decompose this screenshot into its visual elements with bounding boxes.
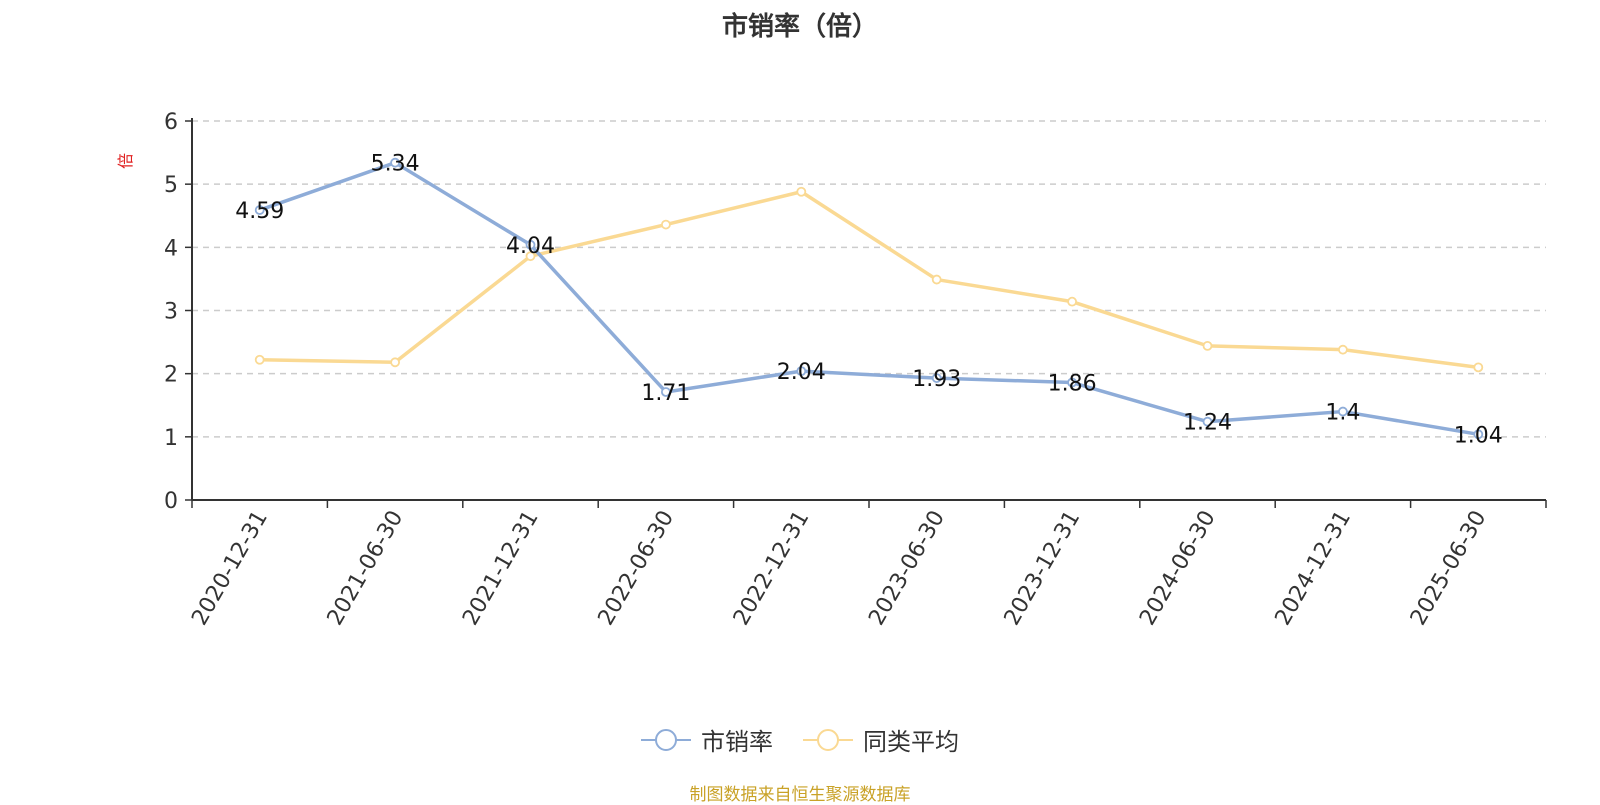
series-1-point-7 bbox=[1202, 416, 1213, 427]
y-tick-label-3: 3 bbox=[164, 300, 178, 325]
data-label-1: 5.34 bbox=[371, 152, 420, 177]
series-lines bbox=[254, 157, 1484, 440]
y-tick-label-5: 5 bbox=[164, 173, 178, 198]
data-label-3: 1.71 bbox=[641, 381, 690, 406]
series-1-point-1 bbox=[390, 157, 401, 168]
x-tick-label-9: 2025-06-30 bbox=[1406, 507, 1492, 630]
x-tick-label-4: 2022-12-31 bbox=[729, 507, 815, 630]
x-tick-label-5: 2023-06-30 bbox=[864, 506, 950, 629]
y-axis-unit: 倍 bbox=[116, 153, 135, 169]
series-1-point-0 bbox=[254, 205, 265, 215]
data-label-2: 4.04 bbox=[506, 234, 555, 259]
series-1-point-3 bbox=[661, 387, 671, 397]
x-tick-label-7: 2024-06-30 bbox=[1135, 507, 1221, 630]
data-label-9: 1.04 bbox=[1454, 423, 1503, 448]
legend-symbol-series-1 bbox=[641, 728, 691, 752]
series-1-point-5 bbox=[931, 373, 942, 383]
axes bbox=[185, 118, 1547, 508]
source-note: 制图数据来自恒生聚源数据库 bbox=[689, 785, 911, 805]
x-tick-label-2: 2021-12-31 bbox=[458, 507, 544, 630]
legend: 市销率 同类平均 bbox=[0, 722, 1600, 757]
data-label-7: 1.24 bbox=[1183, 411, 1232, 436]
data-label-5: 1.93 bbox=[912, 367, 961, 392]
series-2-point-0 bbox=[254, 354, 265, 365]
x-tick-label-6: 2023-12-31 bbox=[1000, 507, 1086, 630]
series-2-point-6 bbox=[1067, 296, 1077, 307]
series-1-point-6 bbox=[1067, 377, 1077, 388]
series-1-point-8 bbox=[1338, 406, 1348, 417]
x-tick-label-3: 2022-06-30 bbox=[594, 507, 680, 630]
y-tick-label-0: 0 bbox=[164, 489, 178, 514]
data-label-0: 4.59 bbox=[235, 199, 284, 224]
series-2-point-1 bbox=[390, 357, 401, 368]
data-label-6: 1.86 bbox=[1048, 372, 1097, 397]
series-line-1 bbox=[259, 160, 1479, 437]
legend-label-series-1: 市销率 bbox=[701, 728, 773, 756]
data-label-8: 1.4 bbox=[1325, 401, 1360, 426]
x-tick-label-0: 2020-12-31 bbox=[187, 507, 273, 630]
data-labels: 4.59 5.34 4.04 1.71 2.04 1.93 1.86 1.24 1.4 1.04 bbox=[235, 152, 1503, 449]
series-2-point-2 bbox=[525, 251, 536, 262]
series-2-point-3 bbox=[661, 219, 671, 230]
x-tick-label-8: 2024-12-31 bbox=[1271, 507, 1357, 630]
y-tick-label-6: 6 bbox=[164, 110, 178, 135]
y-tick-label-4: 4 bbox=[164, 236, 178, 261]
y-tick-label-2: 2 bbox=[164, 363, 178, 388]
series-2-point-9 bbox=[1473, 362, 1484, 373]
y-tick-labels: 0 1 2 3 4 5 6 bbox=[164, 110, 178, 514]
series-line-2 bbox=[259, 189, 1479, 370]
legend-label-series-2: 同类平均 bbox=[863, 728, 959, 756]
y-tick-label-1: 1 bbox=[164, 426, 178, 451]
series-2-point-4 bbox=[796, 186, 807, 197]
chart-title: 市销率（倍） bbox=[721, 12, 878, 42]
x-tick-labels: 2020-12-31 2021-06-30 2021-12-31 2022-06-30… bbox=[187, 506, 1491, 629]
series-1-point-4 bbox=[796, 366, 807, 377]
legend-item-series-2[interactable]: 同类平均 bbox=[803, 722, 959, 757]
series-2-point-8 bbox=[1338, 344, 1348, 355]
legend-symbol-series-2 bbox=[803, 728, 853, 752]
series-2-point-7 bbox=[1202, 340, 1213, 351]
series-1-point-9 bbox=[1473, 429, 1484, 440]
x-tick-label-1: 2021-06-30 bbox=[323, 506, 409, 629]
legend-item-series-1[interactable]: 市销率 bbox=[641, 722, 773, 757]
data-label-4: 2.04 bbox=[777, 360, 826, 385]
series-1-point-2 bbox=[525, 239, 536, 250]
series-2-point-5 bbox=[931, 274, 942, 285]
